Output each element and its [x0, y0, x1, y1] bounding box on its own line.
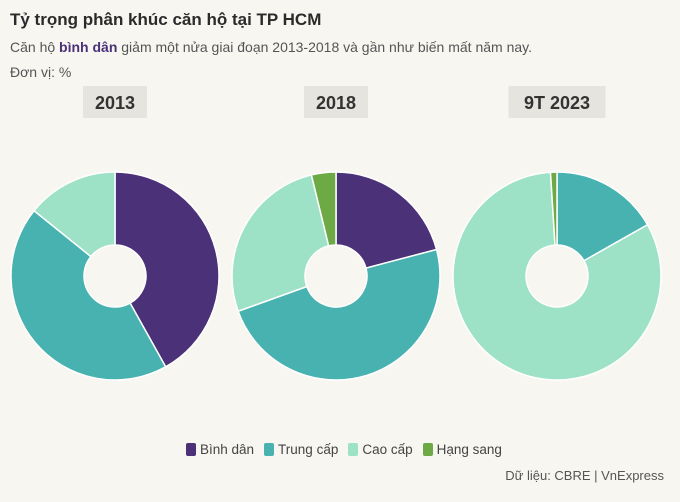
legend-label-cao-cap: Cao cấp: [362, 442, 413, 457]
legend-label-binh-dan: Bình dân: [200, 442, 255, 457]
chart-title: Tỷ trọng phân khúc căn hộ tại TP HCM: [10, 10, 322, 29]
legend-item-cao-cap: Cao cấp: [348, 442, 413, 457]
slice-cao-cap: [231, 174, 330, 313]
legend-item-binh-dan: Bình dân: [186, 442, 254, 457]
subtitle-suffix: giảm một nửa giai đoạn 2013-2018 và gần …: [117, 39, 533, 55]
unit-label: Đơn vị: %: [10, 64, 72, 80]
chart-label: 9T 2023: [524, 93, 590, 113]
slice-trung-cap: [10, 209, 167, 381]
chart-label-bg: [508, 86, 606, 118]
slice-hang-sang: [549, 171, 558, 246]
chart-label-bg: [304, 86, 368, 118]
chart-label: 2018: [316, 93, 356, 113]
donut-charts: 2013 2018 9T 2023: [10, 86, 662, 381]
donut-chart-2013: 2013: [10, 86, 220, 381]
slice-binh-dan: [335, 171, 438, 270]
slice-trung-cap: [237, 248, 441, 381]
legend-label-hang-sang: Hạng sang: [436, 442, 502, 457]
chart-label: 2013: [95, 93, 135, 113]
slice-trung-cap: [556, 171, 649, 262]
chart-label-bg: [83, 86, 147, 118]
subtitle-highlight: bình dân: [59, 39, 118, 55]
slice-hang-sang: [310, 171, 337, 247]
legend-swatch-hang-sang: [422, 443, 433, 456]
legend-item-trung-cap: Trung cấp: [264, 442, 338, 457]
legend-item-hang-sang: Hạng sang: [422, 442, 502, 457]
data-source: Dữ liệu: CBRE | VnExpress: [505, 468, 664, 483]
subtitle-prefix: Căn hộ: [10, 39, 60, 55]
donut-chart-9t-2023: 9T 2023: [452, 86, 662, 381]
donut-chart-2018: 2018: [231, 86, 441, 381]
chart-subtitle: Căn hộ bình dân giảm một nửa giai đoạn 2…: [10, 39, 532, 55]
slice-cao-cap: [452, 171, 662, 381]
legend-swatch-trung-cap: [264, 443, 275, 456]
legend-label-trung-cap: Trung cấp: [278, 442, 339, 457]
chart-legend: Bình dân Trung cấp Cao cấp Hạng sang: [186, 442, 512, 457]
legend-swatch-cao-cap: [348, 443, 359, 456]
legend-swatch-binh-dan: [186, 443, 196, 456]
slice-cao-cap: [32, 171, 116, 258]
slice-binh-dan: [114, 171, 220, 368]
